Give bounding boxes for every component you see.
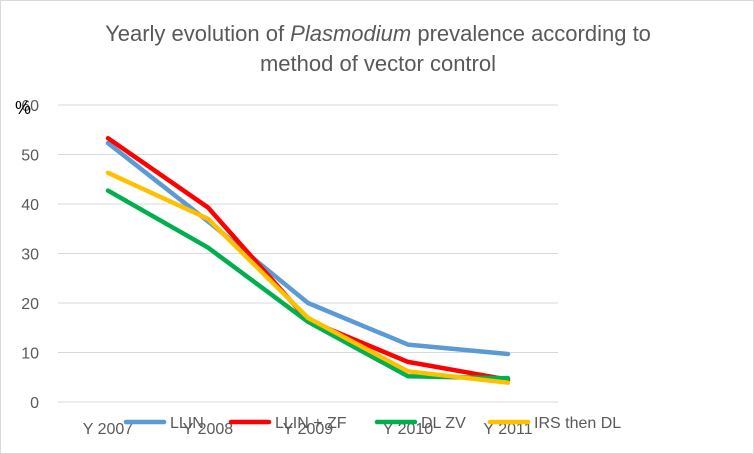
- series-line-0: [105, 140, 511, 357]
- y-tick-label-0: 0: [30, 395, 39, 412]
- legend-label-3: IRS then DL: [534, 415, 621, 432]
- y-tick-label-40: 40: [21, 197, 39, 214]
- y-tick-label-60: 60: [21, 98, 39, 115]
- x-tick-label-2: Y 2009: [283, 421, 334, 438]
- x-tick-label-0: Y 2007: [83, 421, 134, 438]
- y-tick-label-30: 30: [21, 247, 39, 264]
- y-axis-unit-label: %: [15, 98, 31, 118]
- chart-title-suffix: prevalence according to: [411, 21, 651, 46]
- x-tick-label-4: Y 2011: [483, 421, 532, 438]
- legend-label-1: LLIN + ZF: [275, 415, 347, 432]
- x-tick-label-1: Y 2008: [183, 421, 234, 438]
- gridlines: [58, 104, 558, 403]
- y-tick-label-50: 50: [21, 148, 39, 165]
- y-tick-label-20: 20: [21, 296, 39, 313]
- chart-title-italic: Plasmodium: [290, 21, 411, 46]
- series-line-1: [105, 135, 511, 382]
- chart-title-prefix: Yearly evolution of: [105, 21, 290, 46]
- chart-title: Yearly evolution of Plasmodium prevalenc…: [105, 21, 651, 46]
- series-line-3: [105, 170, 511, 385]
- y-tick-label-10: 10: [21, 346, 39, 363]
- x-tick-labels: Y 2007 Y 2008 Y 2009 Y 2010 Y 2011: [83, 421, 533, 438]
- chart-title-line2: method of vector control: [260, 51, 496, 76]
- legend-label-0: LLIN: [170, 415, 204, 432]
- legend-label-2: DL ZV: [421, 415, 466, 432]
- y-tick-labels: 0 10 20 30 40 50 60: [21, 98, 39, 412]
- x-tick-label-3: Y 2010: [383, 421, 434, 438]
- series-lines: [105, 135, 511, 385]
- legend: LLIN LLIN + ZF DL ZV IRS then DL: [123, 415, 621, 432]
